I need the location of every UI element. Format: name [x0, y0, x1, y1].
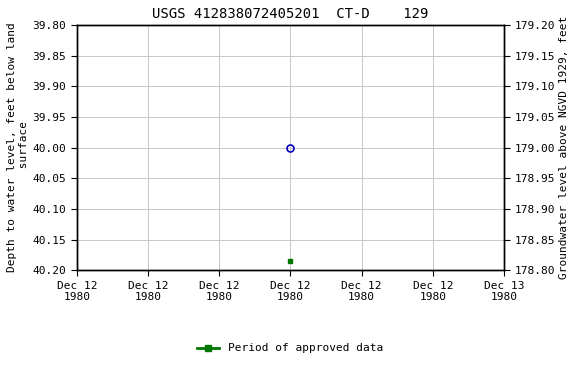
- Title: USGS 412838072405201  CT-D    129: USGS 412838072405201 CT-D 129: [152, 7, 429, 21]
- Legend: Period of approved data: Period of approved data: [193, 339, 388, 358]
- Y-axis label: Depth to water level, feet below land
 surface: Depth to water level, feet below land su…: [7, 23, 29, 272]
- Y-axis label: Groundwater level above NGVD 1929, feet: Groundwater level above NGVD 1929, feet: [559, 16, 569, 279]
